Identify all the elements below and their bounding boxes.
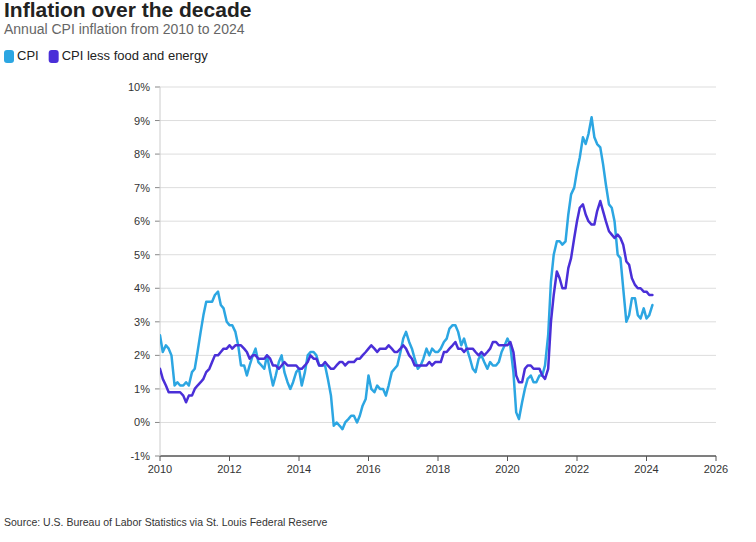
grid-line [160, 288, 716, 289]
series-line [160, 117, 652, 429]
y-tick [155, 388, 160, 389]
grid-line [160, 388, 716, 389]
y-tick [155, 422, 160, 423]
y-tick [155, 254, 160, 255]
series-line [160, 201, 652, 402]
x-tick [299, 456, 300, 461]
grid-line [160, 120, 716, 121]
y-tick-label: 1% [134, 383, 150, 395]
y-tick-label: 9% [134, 115, 150, 127]
legend-label: CPI [17, 48, 39, 63]
y-tick [155, 87, 160, 88]
x-tick-label: 2010 [148, 463, 172, 475]
y-tick-label: 7% [134, 182, 150, 194]
y-tick-label: 5% [134, 249, 150, 261]
grid-line [160, 87, 716, 88]
y-tick [155, 321, 160, 322]
x-tick-label: 2024 [634, 463, 658, 475]
x-tick-label: 2014 [287, 463, 311, 475]
x-tick-label: 2020 [495, 463, 519, 475]
y-axis: -1% 0% 1% 2% 3% 4% 5% 6% 7% 8% 9% 10% [128, 81, 716, 462]
plot-area [160, 117, 652, 429]
y-tick [155, 355, 160, 356]
grid-line [160, 254, 716, 255]
x-tick-label: 2026 [704, 463, 728, 475]
y-tick-label: 4% [134, 282, 150, 294]
chart: Inflation over the decadeAnnual CPI infl… [0, 0, 756, 542]
y-tick [155, 221, 160, 222]
y-tick-label: 0% [134, 416, 150, 428]
x-tick [368, 456, 369, 461]
y-tick-label: 10% [128, 81, 150, 93]
x-axis: 2010 2012 2014 2016 2018 2020 2022 2024 2026 [148, 456, 728, 475]
y-tick [155, 456, 160, 457]
y-tick-label: 3% [134, 316, 150, 328]
x-tick-label: 2018 [426, 463, 450, 475]
x-tick [229, 456, 230, 461]
grid-line [160, 355, 716, 356]
y-tick-label: 8% [134, 148, 150, 160]
y-tick-label: 2% [134, 349, 150, 361]
grid-line [160, 221, 716, 222]
legend-label: CPI less food and energy [62, 48, 208, 63]
x-tick-label: 2016 [356, 463, 380, 475]
x-tick-label: 2022 [565, 463, 589, 475]
y-tick [155, 288, 160, 289]
x-tick [716, 456, 717, 461]
x-tick [646, 456, 647, 461]
grid-line [160, 154, 716, 155]
grid-line [160, 422, 716, 423]
x-tick [577, 456, 578, 461]
x-tick [438, 456, 439, 461]
x-tick-label: 2012 [217, 463, 241, 475]
y-tick [155, 120, 160, 121]
grid-line [160, 321, 716, 322]
x-tick [507, 456, 508, 461]
source: Source: U.S. Bureau of Labor Statistics … [4, 516, 327, 528]
title: Inflation over the decade [4, 0, 251, 21]
y-tick-label: -1% [130, 450, 150, 462]
legend-swatch [49, 50, 59, 63]
y-tick [155, 154, 160, 155]
grid-line [160, 187, 716, 188]
y-tick-label: 6% [134, 215, 150, 227]
legend: CPI CPI less food and energy [4, 48, 208, 63]
y-tick [155, 187, 160, 188]
x-tick [160, 456, 161, 461]
subtitle: Annual CPI inflation from 2010 to 2024 [4, 21, 245, 37]
y-axis-line [160, 87, 161, 456]
legend-swatch [4, 50, 14, 63]
